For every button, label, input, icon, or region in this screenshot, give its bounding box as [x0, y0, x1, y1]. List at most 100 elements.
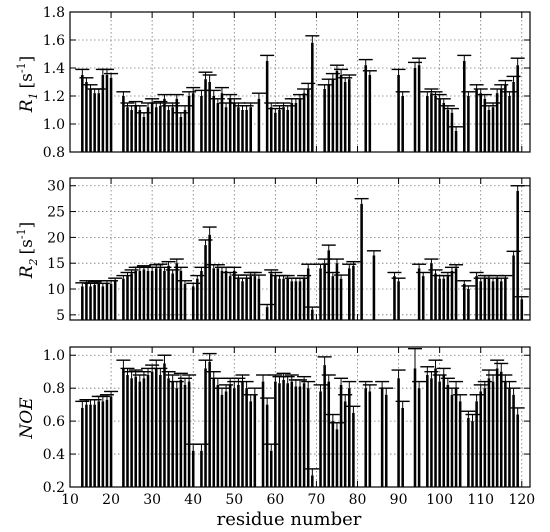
r2-bar — [97, 283, 101, 320]
r1-bar — [434, 96, 437, 152]
r2-bar — [417, 268, 421, 320]
r1-bar — [163, 98, 166, 152]
r1-frame — [69, 11, 531, 153]
noe-bar — [483, 388, 487, 487]
r2-panel: R2[s-1] 5 10 15 20 25 30 — [15, 177, 531, 324]
r1-bar — [122, 96, 125, 152]
r2-bar — [196, 278, 199, 320]
r2-bar — [438, 278, 441, 320]
r1-bar — [504, 84, 507, 152]
r2-bar — [467, 289, 470, 320]
noe-bar — [327, 381, 331, 487]
r1-bar — [306, 89, 310, 152]
r2-bar — [311, 309, 314, 320]
r2-bar — [183, 283, 187, 320]
noe-bar — [491, 381, 495, 487]
r2-bar — [224, 270, 228, 320]
r1-bar — [216, 103, 220, 152]
r2-bar — [150, 270, 154, 320]
r1-bar — [237, 107, 240, 152]
r2-bar — [113, 281, 117, 320]
r1-bar — [154, 107, 158, 152]
noe-xtick-label: 30 — [143, 492, 161, 508]
r2-bar — [85, 283, 88, 320]
noe-ytick-label: 0.8 — [43, 381, 65, 397]
r2-ytick-label: 30 — [47, 179, 65, 195]
noe-bar — [183, 384, 187, 487]
r1-bar — [290, 103, 294, 152]
noe-bar — [499, 371, 503, 487]
r2-bar — [286, 278, 289, 320]
noe-bar — [130, 378, 133, 487]
r1-bar — [200, 96, 203, 152]
noe-panel: NOE 0.2 0.4 0.6 0.8 1.0 10 20 30 40 50 60 70 80 90 100… — [17, 346, 535, 508]
noe-bar — [179, 379, 183, 487]
r1-bar — [438, 98, 441, 152]
r1-ytick-label: 1.4 — [43, 61, 65, 77]
r2-bar — [191, 286, 195, 320]
noe-bar — [249, 401, 252, 487]
r1-bar — [487, 110, 491, 152]
r1-bar — [212, 96, 216, 152]
r1-bar — [413, 68, 417, 152]
r2-bar — [319, 268, 322, 320]
r2-bar — [89, 286, 92, 320]
r1-bar — [224, 107, 228, 152]
r1-ytick-label: 1.6 — [43, 33, 65, 49]
r1-bar — [105, 75, 109, 152]
r1-bar — [183, 110, 187, 152]
r1-bar — [175, 98, 179, 152]
r1-bar — [269, 107, 273, 152]
r1-bar — [265, 61, 269, 152]
r2-bar — [126, 276, 129, 320]
noe-bar — [446, 384, 450, 487]
noe-bar — [81, 407, 84, 487]
r1-ylabel: R1[s-1] — [15, 56, 40, 114]
r2-bar — [220, 270, 224, 320]
r2-bar — [105, 283, 109, 320]
r1-bar — [335, 70, 339, 152]
r2-bar — [352, 265, 355, 320]
noe-bar — [479, 391, 482, 487]
r1-bar — [171, 107, 174, 152]
noe-bar — [454, 388, 458, 487]
r1-bar — [516, 65, 519, 152]
noe-bar — [306, 388, 310, 487]
noe-bar — [442, 375, 446, 487]
r2-bar — [479, 281, 482, 320]
r1-bar — [311, 42, 314, 152]
noe-bar — [516, 414, 519, 487]
noe-xtick-label: 100 — [426, 492, 453, 508]
r2-bar — [212, 268, 216, 320]
r2-bar — [442, 278, 446, 320]
r2-bar — [446, 276, 450, 320]
noe-bar — [343, 401, 347, 487]
r2-bar — [109, 283, 113, 320]
noe-bar — [159, 375, 162, 487]
noe-bar — [290, 381, 294, 487]
noe-xtick-label: 70 — [308, 492, 326, 508]
r1-bar — [442, 103, 446, 152]
noe-xtick-label: 10 — [61, 492, 79, 508]
r1-bar — [479, 93, 482, 152]
noe-xtick-label: 50 — [225, 492, 243, 508]
noe-bar — [224, 391, 228, 487]
noe-bar — [278, 383, 281, 487]
r2-bar — [520, 299, 524, 320]
noe-bar — [413, 368, 417, 487]
r2-bar — [146, 270, 150, 320]
noe-bar — [167, 378, 170, 487]
noe-bar — [208, 361, 211, 487]
noe-bar — [475, 401, 478, 487]
noe-bar — [274, 381, 277, 487]
r1-bar — [417, 65, 421, 152]
noe-bar — [204, 368, 207, 487]
noe-bar — [438, 381, 441, 487]
r2-bar — [327, 250, 331, 320]
r2-ytick-label: 20 — [47, 230, 65, 246]
r1-bar — [463, 61, 466, 152]
r1-bar — [109, 77, 113, 152]
noe-bar — [495, 368, 499, 487]
noe-bar — [175, 388, 179, 487]
